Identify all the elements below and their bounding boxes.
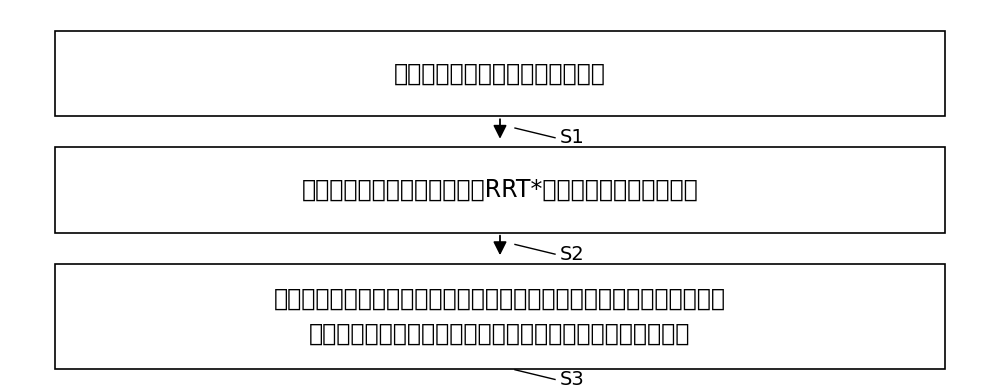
Text: 利用转弯特性函数计算每一所述可行路径的路径时间代价，并选取所述路
径时间代价最小的可行路径作为所述移动机器人的规划路径。: 利用转弯特性函数计算每一所述可行路径的路径时间代价，并选取所述路 径时间代价最小… bbox=[274, 286, 726, 346]
Text: S1: S1 bbox=[560, 128, 585, 147]
Bar bbox=[55, 264, 945, 369]
Text: S2: S2 bbox=[560, 245, 585, 263]
Bar bbox=[55, 31, 945, 116]
Text: 根据所述运行约束条件，利用RRT*算法生成多条可行路径；: 根据所述运行约束条件，利用RRT*算法生成多条可行路径； bbox=[302, 178, 698, 202]
Bar bbox=[55, 147, 945, 233]
Text: S3: S3 bbox=[560, 370, 585, 388]
Text: 获取移动机器人的运行约束条件；: 获取移动机器人的运行约束条件； bbox=[394, 62, 606, 86]
